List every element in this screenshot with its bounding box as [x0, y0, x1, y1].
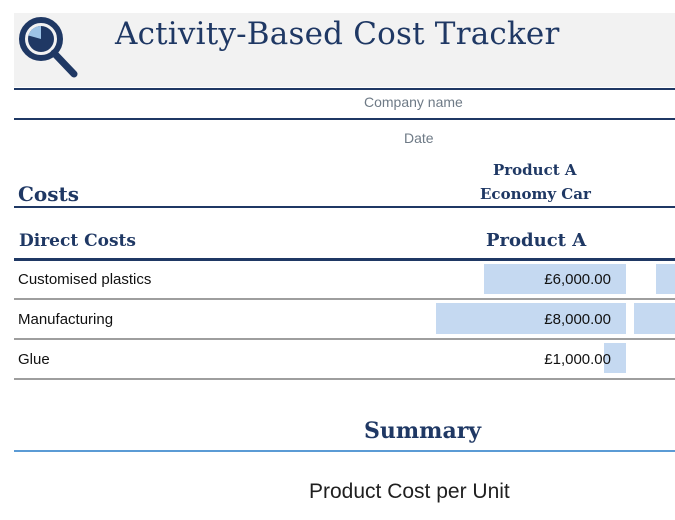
product-name: Product A — [493, 161, 577, 179]
magnifier-pie-icon — [19, 17, 78, 78]
cost-row-value[interactable]: £1,000.00 — [544, 351, 611, 368]
divider — [14, 88, 675, 90]
cost-row-label: Glue — [18, 351, 50, 368]
costs-heading: Costs — [18, 182, 80, 206]
cost-row-label: Customised plastics — [18, 271, 152, 288]
data-bar — [484, 264, 626, 294]
product-type: Economy Car — [480, 185, 591, 203]
company-name-field[interactable]: Company name — [364, 94, 463, 110]
summary-heading: Summary — [364, 418, 482, 444]
table-header-rule — [14, 258, 675, 261]
cost-row-value[interactable]: £6,000.00 — [544, 271, 611, 288]
title-banner — [14, 13, 675, 87]
date-field[interactable]: Date — [404, 130, 434, 146]
cost-row-value[interactable]: £8,000.00 — [544, 311, 611, 328]
cost-row-label: Manufacturing — [18, 311, 114, 328]
data-bar — [656, 264, 675, 294]
data-bar — [436, 303, 626, 334]
divider — [14, 118, 675, 120]
data-bar — [604, 343, 626, 373]
product-cost-per-unit-label: Product Cost per Unit — [309, 480, 510, 503]
row-divider — [14, 298, 675, 300]
product-column-header: Product A — [486, 230, 587, 251]
divider — [14, 206, 675, 208]
row-divider — [14, 338, 675, 340]
page-title: Activity-Based Cost Tracker — [115, 16, 560, 52]
summary-rule — [14, 450, 675, 452]
data-bar — [634, 303, 675, 334]
row-divider — [14, 378, 675, 380]
direct-costs-heading: Direct Costs — [19, 231, 136, 251]
